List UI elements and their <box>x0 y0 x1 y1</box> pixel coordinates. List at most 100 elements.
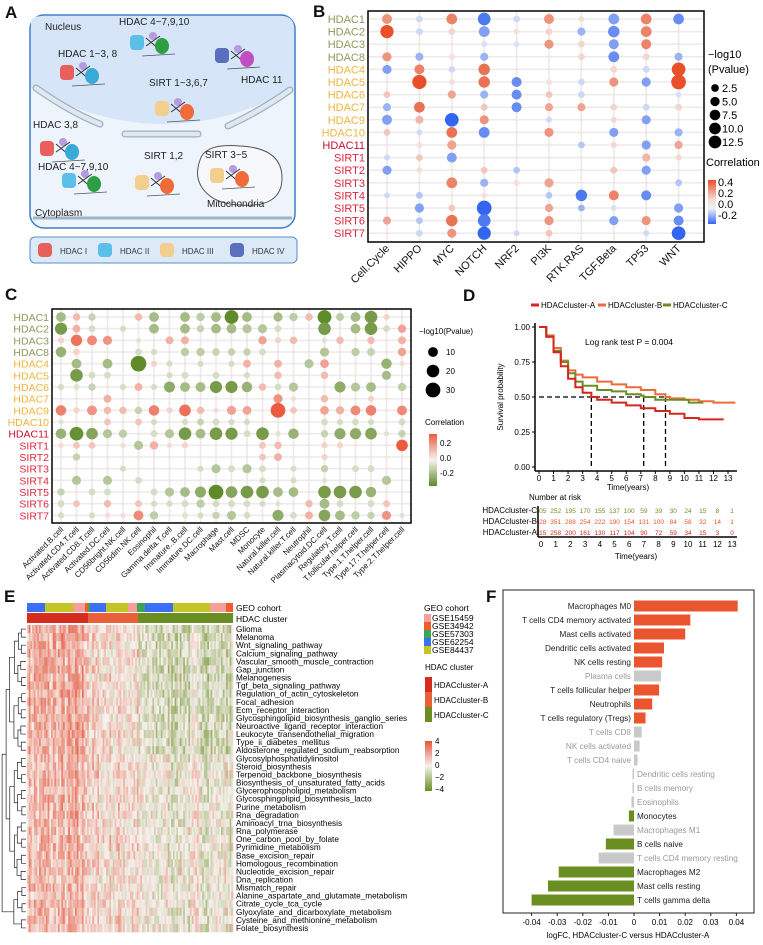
heatmap-cell <box>205 826 208 836</box>
heatmap-cell <box>121 730 124 739</box>
heatmap-cell <box>179 641 182 650</box>
dot-HDAC1-Immature..B.cell <box>180 312 190 322</box>
dot-HDAC5-Gamma.delta.T.cell <box>166 372 173 379</box>
heatmap-cell <box>81 835 84 844</box>
heatmap-cell <box>44 794 47 804</box>
heatmap-cell <box>54 802 57 812</box>
heatmap-cell <box>193 633 196 642</box>
heatmap-cell <box>145 883 148 892</box>
heatmap-cell <box>92 730 95 739</box>
heatmap-cell <box>193 883 196 892</box>
heatmap-cell <box>210 633 213 642</box>
heatmap-cell <box>56 730 59 739</box>
heatmap-cell <box>190 673 193 682</box>
heatmap-cell <box>90 738 93 747</box>
heatmap-cell <box>203 746 206 755</box>
heatmap-cell <box>66 818 69 828</box>
heatmap-cell <box>73 721 76 731</box>
heatmap-cell <box>97 778 100 787</box>
dot-SIRT5-Cell.Cycle <box>385 206 389 210</box>
heatmap-cell <box>208 867 211 876</box>
dot-SIRT2-MYC <box>450 168 454 172</box>
dot-HDAC5-MYC <box>448 79 455 85</box>
heatmap-cell <box>123 810 126 820</box>
heatmap-cell <box>102 762 105 771</box>
heatmap-cell <box>92 835 95 844</box>
heatmap-cell <box>88 818 91 828</box>
heatmap-cell <box>174 891 177 900</box>
heatmap-cell <box>105 657 108 666</box>
heatmap-cell <box>154 633 157 642</box>
heatmap-cell <box>71 859 74 868</box>
heatmap-cell <box>174 826 177 836</box>
heatmap-cell <box>93 843 96 852</box>
heatmap-cell <box>42 891 45 900</box>
heatmap-cell <box>135 754 138 763</box>
heatmap-cell <box>179 730 182 739</box>
heatmap-cell <box>32 689 35 699</box>
heatmap-cell <box>52 625 55 634</box>
heatmap-cell <box>57 657 60 666</box>
heatmap-cell <box>191 649 194 658</box>
heatmap-cell <box>112 738 115 747</box>
heatmap-cell <box>184 818 187 828</box>
heatmap-cell <box>49 657 52 666</box>
heatmap-cell <box>202 875 205 884</box>
dot-SIRT1-RTK.RAS <box>579 156 583 160</box>
heatmap-cell <box>171 705 174 715</box>
heatmap-cell <box>133 786 136 795</box>
heatmap-cell <box>164 883 167 892</box>
heatmap-cell <box>200 826 203 836</box>
dot-SIRT6-Neutrophil <box>305 500 313 508</box>
dot-HDAC10-HIPPO <box>416 129 423 136</box>
heatmap-cell <box>64 681 67 690</box>
heatmap-cell <box>164 826 167 836</box>
heatmap-cell <box>202 681 205 690</box>
heatmap-cell <box>157 705 160 715</box>
heatmap-cell <box>80 738 83 747</box>
heatmap-cell <box>212 641 215 650</box>
heatmap-cell <box>32 851 35 860</box>
heatmap-cell <box>150 673 153 682</box>
heatmap-cell <box>155 633 158 642</box>
heatmap-cell <box>42 851 45 860</box>
heatmap-cell <box>35 649 38 658</box>
heatmap-cell <box>88 713 91 723</box>
heatmap-cell <box>105 851 108 860</box>
heatmap-cell <box>35 738 38 747</box>
heatmap-cell <box>56 738 59 747</box>
column-label: TP53 <box>624 243 651 270</box>
heatmap-cell <box>44 891 47 900</box>
dot-HDAC3-NRF2 <box>513 41 520 48</box>
dot-SIRT2-NRF2 <box>513 166 520 174</box>
heatmap-cell <box>85 875 88 884</box>
dot-HDAC4-Type.1.T.helper.cell <box>369 362 373 366</box>
dot-SIRT2-Activated.CD4.T.cell <box>72 453 81 461</box>
heatmap-cell <box>88 810 91 820</box>
heatmap-cell <box>51 713 54 723</box>
heatmap-cell <box>44 730 47 739</box>
heatmap-cell <box>190 665 193 674</box>
heatmap-cell <box>135 786 138 795</box>
heatmap-cell <box>172 633 175 642</box>
heatmap-cell <box>207 883 210 892</box>
heatmap-cell <box>30 641 33 650</box>
heatmap-cell <box>119 713 122 723</box>
heatmap-cell <box>167 810 170 820</box>
heatmap-cell <box>205 721 208 731</box>
heatmap-cell <box>28 875 31 884</box>
heatmap-cell <box>219 802 222 812</box>
heatmap-cell <box>111 673 114 682</box>
heatmap-cell <box>135 794 138 804</box>
dot-SIRT6-NOTCH <box>477 214 491 227</box>
heatmap-cell <box>217 697 220 707</box>
heatmap-cell <box>174 786 177 795</box>
dot-SIRT2-Gamma.delta.T.cell <box>168 455 171 459</box>
heatmap-cell <box>183 730 186 739</box>
dot-HDAC1-Cell.Cycle <box>382 14 392 24</box>
heatmap-cell <box>150 786 153 795</box>
heatmap-cell <box>154 665 157 674</box>
heatmap-cell <box>121 721 124 731</box>
dot-HDAC1-Natural.killer.T.cell <box>289 312 298 322</box>
heatmap-cell <box>93 810 96 820</box>
